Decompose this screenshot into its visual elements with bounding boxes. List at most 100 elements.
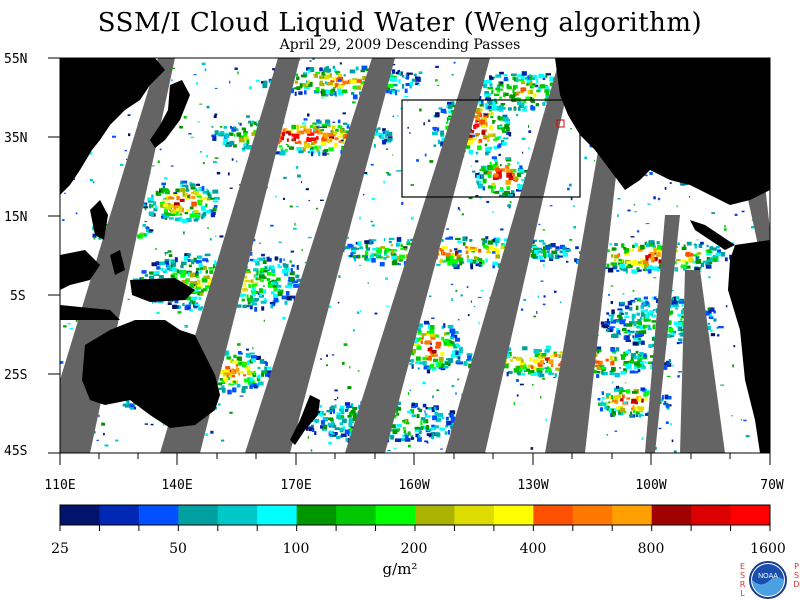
cloud-cell xyxy=(211,134,217,138)
cloud-cell xyxy=(303,118,308,121)
cloud-cell xyxy=(479,119,486,125)
cloud-cell xyxy=(326,132,331,137)
cloud-cell xyxy=(414,429,420,433)
cloud-cell xyxy=(208,277,213,282)
cloud-cell xyxy=(680,318,683,321)
cloud-cell xyxy=(293,134,300,139)
cloud-cell xyxy=(517,161,519,165)
cloud-cell xyxy=(330,133,336,137)
cloud-cell xyxy=(481,238,486,241)
cloud-cell xyxy=(528,80,533,86)
cloud-cell xyxy=(488,166,494,171)
cloud-cell xyxy=(470,264,474,270)
colorbar-label: 200 xyxy=(400,541,428,557)
cloud-cell xyxy=(637,261,642,266)
cloud-cell xyxy=(400,244,403,247)
cloud-cell xyxy=(518,186,525,190)
cloud-cell xyxy=(415,76,418,79)
cloud-cell xyxy=(708,261,713,265)
cloud-cell xyxy=(646,390,652,395)
cloud-cell xyxy=(522,368,526,371)
cloud-cell xyxy=(451,384,455,388)
cloud-cell xyxy=(466,258,473,263)
cloud-cell xyxy=(533,349,540,354)
cloud-cell xyxy=(286,268,288,270)
cloud-cell xyxy=(304,143,309,149)
cloud-cell xyxy=(725,305,728,308)
cloud-cell xyxy=(168,217,174,220)
cloud-cell xyxy=(495,168,501,172)
cloud-cell xyxy=(383,257,387,260)
cloud-cell xyxy=(708,276,711,279)
cloud-cell xyxy=(677,321,683,326)
cloud-cell xyxy=(541,352,547,356)
cloud-cell xyxy=(377,256,383,259)
cloud-cell xyxy=(161,215,165,219)
cloud-cell xyxy=(533,253,537,258)
cloud-cell xyxy=(479,104,484,107)
colorbar-swatch xyxy=(454,505,495,525)
cloud-cell xyxy=(213,115,217,118)
cloud-cell xyxy=(214,261,217,267)
cloud-cell xyxy=(307,236,312,239)
cloud-cell xyxy=(322,424,328,429)
cloud-cell xyxy=(522,151,524,154)
cloud-cell xyxy=(299,130,305,135)
cloud-cell xyxy=(264,366,268,371)
cloud-cell xyxy=(422,403,427,408)
cloud-cell xyxy=(688,258,695,263)
cloud-cell xyxy=(516,394,519,397)
cloud-cell xyxy=(223,126,228,129)
cloud-cell xyxy=(250,280,253,283)
cloud-cell xyxy=(610,317,613,322)
cloud-cell xyxy=(494,136,500,141)
cloud-cell xyxy=(482,239,485,244)
cloud-cell xyxy=(187,272,191,277)
cloud-cell xyxy=(523,364,527,369)
cloud-cell xyxy=(517,74,522,77)
cloud-cell xyxy=(505,353,510,359)
cloud-cell xyxy=(309,125,314,129)
cloud-cell xyxy=(653,196,656,200)
cloud-cell xyxy=(233,382,237,385)
cloud-cell xyxy=(200,265,207,271)
cloud-cell xyxy=(340,433,347,437)
cloud-cell xyxy=(153,271,156,275)
cloud-cell xyxy=(237,71,239,75)
cloud-cell xyxy=(278,266,283,269)
cloud-cell xyxy=(643,393,648,397)
cloud-cell xyxy=(601,365,605,367)
colorbar-label: 50 xyxy=(169,541,187,557)
cloud-cell xyxy=(245,269,251,272)
cloud-cell xyxy=(676,325,678,328)
cloud-cell xyxy=(248,284,251,288)
cloud-cell xyxy=(347,414,352,418)
cloud-cell xyxy=(584,156,588,160)
cloud-cell xyxy=(144,423,148,425)
cloud-cell xyxy=(455,289,458,292)
cloud-cell xyxy=(331,125,336,130)
cloud-cell xyxy=(494,239,500,244)
cloud-cell xyxy=(434,411,439,416)
cloud-cell xyxy=(475,135,479,137)
cloud-cell xyxy=(194,213,200,218)
cloud-cell xyxy=(458,346,463,351)
cloud-cell xyxy=(536,78,539,84)
cloud-cell xyxy=(426,355,432,361)
cloud-cell xyxy=(625,335,629,340)
cloud-cell xyxy=(307,151,312,154)
land-masses xyxy=(60,58,770,453)
cloud-cell xyxy=(456,359,461,363)
cloud-cell xyxy=(522,99,527,103)
cloud-cell xyxy=(608,401,611,403)
cloud-cell xyxy=(642,260,649,265)
cloud-cell xyxy=(226,356,232,360)
cloud-cell xyxy=(205,188,209,191)
cloud-cell xyxy=(158,275,164,279)
cloud-cell xyxy=(270,224,274,227)
cloud-cell xyxy=(155,261,159,264)
cloud-cell xyxy=(241,388,246,393)
cloud-cell xyxy=(610,319,617,324)
cloud-cell xyxy=(395,71,399,75)
cloud-cell xyxy=(162,198,167,200)
